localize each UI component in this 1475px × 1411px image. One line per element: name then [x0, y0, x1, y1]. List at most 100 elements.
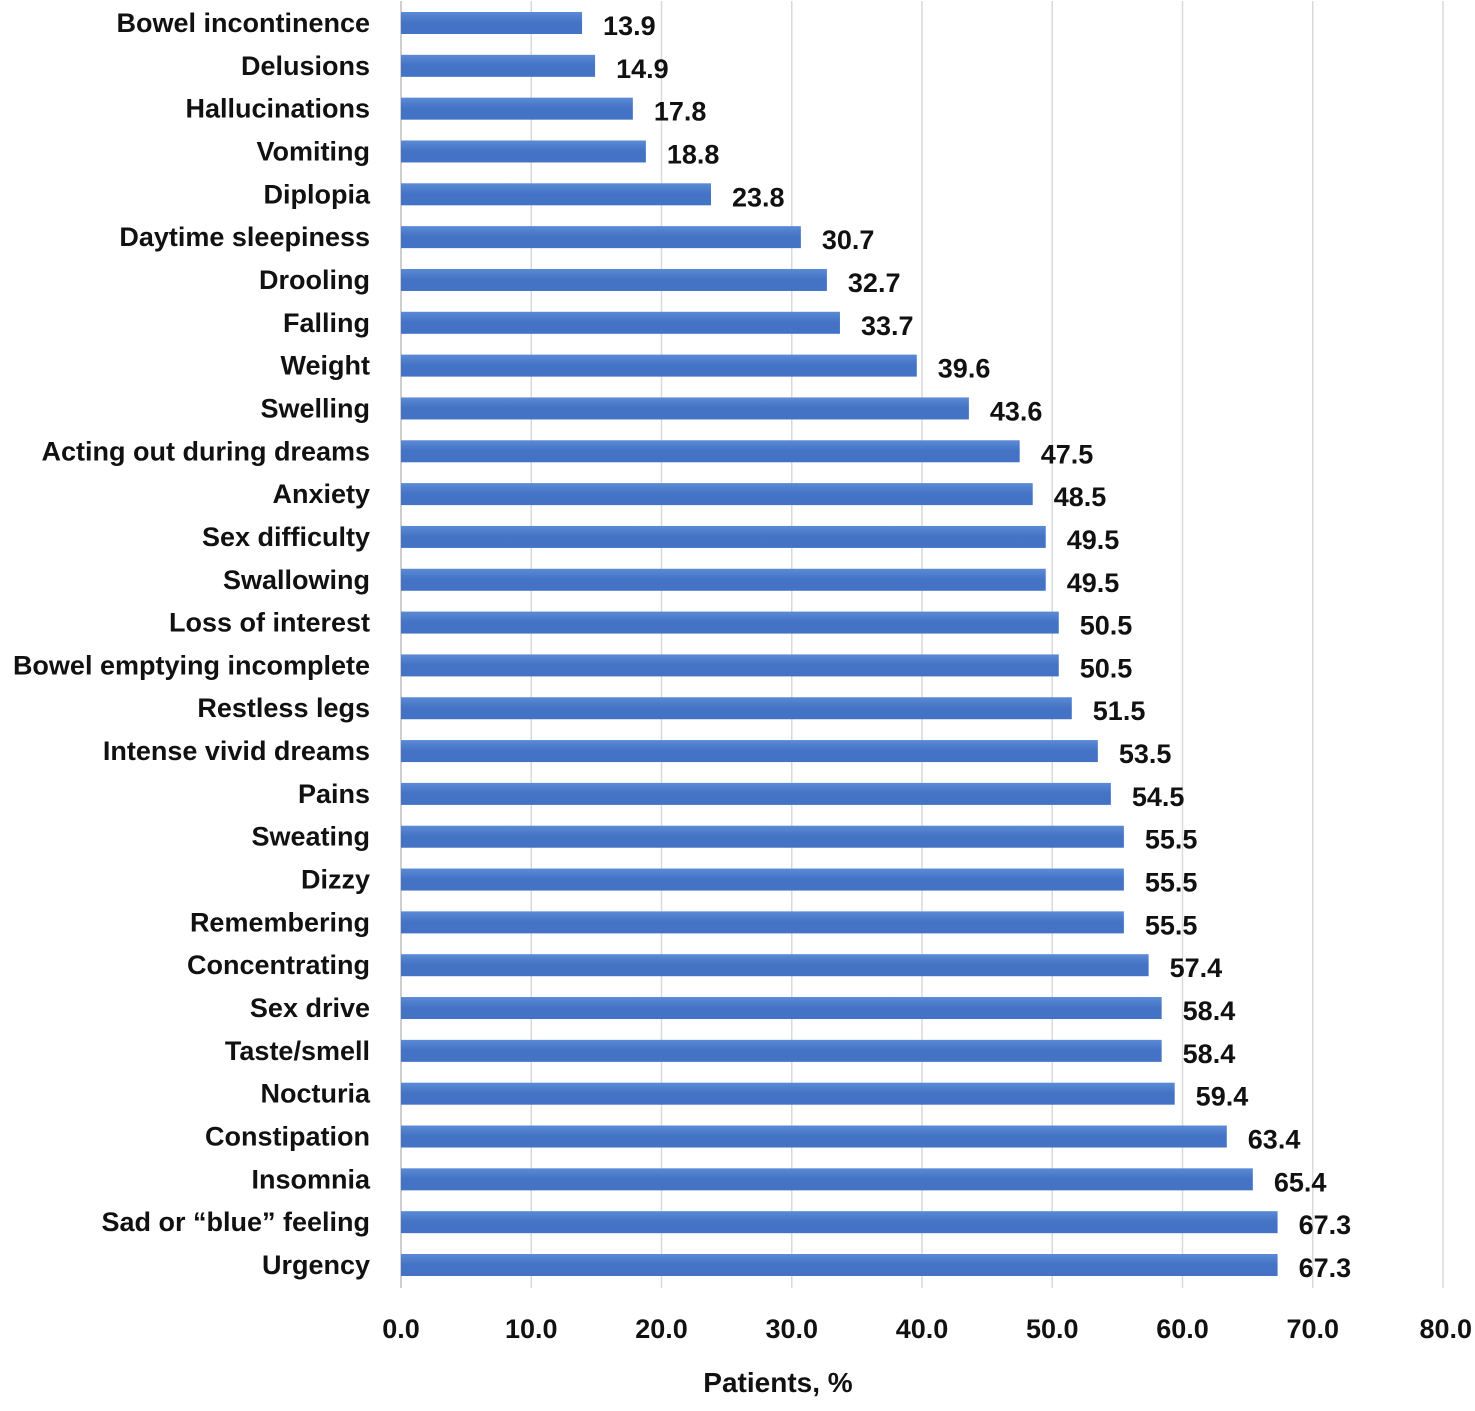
data-label: 32.7 — [848, 268, 901, 298]
category-label: Acting out during dreams — [41, 436, 370, 466]
bar — [401, 1125, 1227, 1148]
data-label: 54.5 — [1132, 782, 1185, 812]
category-label: Constipation — [205, 1122, 370, 1152]
x-tick-label: 30.0 — [765, 1314, 818, 1344]
category-label: Sex drive — [250, 993, 370, 1023]
data-label: 63.4 — [1248, 1125, 1301, 1155]
bar — [401, 97, 633, 120]
data-label: 13.9 — [603, 11, 656, 41]
category-label: Nocturia — [260, 1079, 371, 1109]
category-label: Drooling — [259, 265, 370, 295]
data-label: 57.4 — [1170, 953, 1223, 983]
bar — [401, 782, 1111, 805]
data-label: 14.9 — [616, 54, 669, 84]
bar — [401, 140, 646, 163]
bars — [401, 12, 1278, 1276]
category-label: Sweating — [251, 822, 370, 852]
data-label: 67.3 — [1299, 1210, 1352, 1240]
bar — [401, 397, 969, 420]
bar — [401, 997, 1162, 1020]
category-label: Concentrating — [187, 950, 370, 980]
category-label: Sex difficulty — [202, 522, 370, 552]
bar — [401, 226, 801, 249]
category-label: Loss of interest — [169, 608, 370, 638]
category-label: Vomiting — [257, 136, 370, 166]
category-label: Diplopia — [264, 179, 371, 209]
x-tick-label: 80.0 — [1419, 1314, 1472, 1344]
category-label: Dizzy — [301, 865, 370, 895]
bar — [401, 1039, 1162, 1062]
x-tick-label: 0.0 — [382, 1314, 420, 1344]
bar — [401, 654, 1059, 677]
bar — [401, 911, 1124, 934]
data-label: 49.5 — [1067, 525, 1120, 555]
data-label: 55.5 — [1145, 910, 1198, 940]
category-label: Swelling — [260, 393, 370, 423]
category-labels: Bowel incontinence Delusions Hallucination… — [13, 8, 371, 1280]
data-label: 65.4 — [1274, 1167, 1327, 1197]
data-label: 67.3 — [1299, 1253, 1352, 1283]
category-label: Weight — [281, 351, 371, 381]
data-label: 53.5 — [1119, 739, 1172, 769]
bar — [401, 1168, 1253, 1191]
bar — [401, 183, 711, 206]
x-tick-label: 60.0 — [1156, 1314, 1209, 1344]
data-label: 59.4 — [1196, 1082, 1249, 1112]
category-label: Anxiety — [272, 479, 370, 509]
category-label: Taste/smell — [225, 1036, 370, 1066]
category-label: Remembering — [190, 907, 370, 937]
x-tick-label: 70.0 — [1286, 1314, 1339, 1344]
category-label: Daytime sleepiness — [119, 222, 370, 252]
data-label: 47.5 — [1041, 439, 1094, 469]
data-label: 33.7 — [861, 311, 914, 341]
data-label: 17.8 — [654, 97, 707, 127]
bar — [401, 268, 827, 291]
bar — [401, 311, 840, 334]
bar — [401, 611, 1059, 634]
bar — [401, 568, 1046, 591]
data-label: 58.4 — [1183, 1039, 1236, 1069]
category-label: Swallowing — [223, 565, 370, 595]
bar — [401, 440, 1020, 463]
bar — [401, 740, 1098, 763]
bar — [401, 868, 1124, 891]
x-axis-ticks: 0.0 10.0 20.0 30.0 40.0 50.0 60.0 70.0 80.0 — [382, 1314, 1472, 1344]
category-label: Intense vivid dreams — [103, 736, 370, 766]
bar — [401, 1254, 1278, 1276]
x-tick-label: 10.0 — [505, 1314, 558, 1344]
data-label: 50.5 — [1080, 611, 1133, 641]
data-label: 58.4 — [1183, 996, 1236, 1026]
value-labels: 13.9 14.9 17.8 18.8 23.8 30.7 32.7 33.7 39.6 43.6… — [603, 11, 1351, 1283]
x-tick-label: 40.0 — [896, 1314, 949, 1344]
bar — [401, 12, 583, 34]
data-label: 43.6 — [990, 396, 1043, 426]
bar — [401, 825, 1124, 848]
category-label: Insomnia — [251, 1164, 371, 1194]
bar — [401, 697, 1072, 720]
bar — [401, 483, 1033, 506]
bar — [401, 354, 917, 377]
data-label: 55.5 — [1145, 825, 1198, 855]
data-label: 51.5 — [1093, 696, 1146, 726]
category-label: Restless legs — [197, 693, 370, 723]
category-label: Urgency — [262, 1250, 370, 1280]
category-label: Pains — [298, 779, 370, 809]
data-label: 55.5 — [1145, 868, 1198, 898]
data-label: 39.6 — [938, 354, 991, 384]
grid — [400, 1, 1444, 1288]
data-label: 23.8 — [732, 182, 785, 212]
x-tick-label: 50.0 — [1026, 1314, 1079, 1344]
x-axis-title: Patients, % — [703, 1367, 852, 1398]
category-label: Falling — [283, 308, 370, 338]
data-label: 30.7 — [822, 225, 875, 255]
bar — [401, 1211, 1278, 1234]
category-label: Bowel emptying incomplete — [13, 650, 370, 680]
category-label: Sad or “blue” feeling — [101, 1207, 370, 1237]
data-label: 48.5 — [1054, 482, 1107, 512]
bar — [401, 525, 1046, 548]
category-label: Delusions — [241, 51, 370, 81]
category-label: Bowel incontinence — [116, 8, 370, 38]
data-label: 18.8 — [667, 139, 720, 169]
x-tick-label: 20.0 — [635, 1314, 688, 1344]
